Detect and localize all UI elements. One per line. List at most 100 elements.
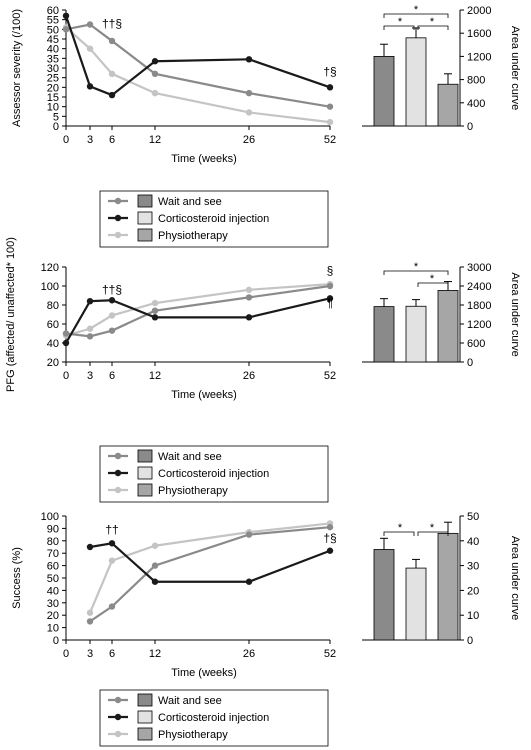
legend-label: Wait and see	[158, 695, 222, 707]
data-point	[62, 330, 70, 337]
y-tick-label: 20	[47, 610, 59, 622]
x-tick-label: 3	[87, 370, 93, 382]
significance-label: *	[398, 522, 403, 534]
series-line	[65, 297, 331, 344]
auc-y-tick-label: 0	[467, 635, 473, 647]
auc-y-tick-label: 400	[467, 98, 485, 110]
x-tick-label: 26	[243, 370, 255, 382]
data-point	[108, 37, 116, 45]
significance-bracket	[383, 531, 415, 536]
x-tick-label: 0	[63, 370, 69, 382]
data-point	[245, 578, 253, 585]
legend-B: Wait and see Corticosteroid injection Phys…	[99, 445, 329, 503]
legend-swatch	[137, 727, 153, 741]
annotation: ††§	[102, 16, 122, 30]
data-point	[151, 58, 159, 65]
significance-label: *	[414, 4, 419, 16]
legend-swatch	[137, 693, 153, 707]
legend-label: Physiotherapy	[158, 485, 228, 497]
legend-swatch	[137, 710, 153, 724]
data-point	[245, 286, 253, 293]
auc-y-tick-label: 600	[467, 338, 485, 350]
legend-marker	[114, 713, 122, 721]
significance-label: *	[414, 261, 419, 273]
legend-label: Corticosteroid injection	[158, 468, 269, 480]
legend-label: Wait and see	[158, 451, 222, 463]
auc-y-tick-label: 0	[467, 357, 473, 369]
legend-marker	[114, 486, 122, 494]
legend-C: Wait and see Corticosteroid injection Phys…	[99, 689, 329, 747]
data-point	[86, 543, 94, 551]
y-tick-label: 60	[47, 561, 59, 573]
auc-y-tick-label: 3000	[467, 262, 491, 274]
annotation: ††§	[102, 283, 122, 297]
data-point	[326, 547, 334, 554]
data-point	[86, 21, 94, 28]
data-point	[151, 314, 159, 321]
annotation: †§	[323, 65, 336, 79]
y-tick-label: 100	[41, 511, 59, 523]
y-tick-label: 70	[47, 548, 59, 560]
y-tick-label: 45	[47, 34, 59, 46]
auc-bar	[373, 549, 395, 641]
auc-y-tick-label: 1600	[467, 28, 491, 40]
auc-bar	[405, 37, 427, 127]
data-point	[62, 12, 70, 19]
auc-bar	[437, 290, 459, 363]
significance-bracket	[383, 13, 449, 18]
data-point	[326, 84, 334, 91]
data-point	[151, 89, 159, 97]
x-axis-label: Time (weeks)	[171, 153, 237, 165]
data-point	[108, 91, 116, 99]
data-point	[108, 557, 116, 564]
legend-marker	[114, 452, 122, 460]
x-axis-label: Time (weeks)	[171, 667, 237, 679]
series-line	[64, 15, 331, 97]
auc-y-tick-label: 20	[467, 585, 479, 597]
y-tick-label: 35	[47, 53, 59, 65]
legend-marker	[114, 197, 122, 205]
data-point	[151, 542, 159, 549]
legend-swatch	[137, 194, 153, 208]
data-point	[62, 26, 70, 33]
auc-bar	[373, 306, 395, 363]
y-tick-label: 30	[47, 598, 59, 610]
legend-swatch	[137, 449, 153, 463]
y-tick-label: 5	[53, 111, 59, 123]
auc-y-tick-label: 10	[467, 610, 479, 622]
data-point	[151, 578, 159, 585]
auc-y-axis-label: Area under curve	[509, 272, 521, 356]
legend-label: Physiotherapy	[158, 230, 228, 242]
legend-marker	[114, 231, 122, 239]
data-point	[86, 45, 94, 52]
legend-marker	[114, 214, 122, 222]
legend-swatch	[137, 211, 153, 225]
y-tick-label: 120	[41, 262, 59, 274]
data-point	[62, 339, 70, 347]
data-point	[86, 298, 94, 305]
x-axis-label: Time (weeks)	[171, 389, 237, 401]
legend-swatch	[137, 466, 153, 480]
y-tick-label: 20	[47, 82, 59, 94]
x-tick-label: 3	[87, 648, 93, 660]
series-line	[65, 26, 331, 124]
legend-marker	[114, 696, 122, 704]
auc-y-tick-label: 1200	[467, 51, 491, 63]
y-tick-label: 90	[47, 523, 59, 535]
series-line	[65, 284, 331, 338]
x-tick-label: 6	[109, 648, 115, 660]
legend-swatch	[137, 483, 153, 497]
data-point	[151, 70, 159, 78]
y-tick-label: 80	[47, 536, 59, 548]
y-tick-label: 80	[47, 300, 59, 312]
y-axis-label: Assessor severity (/100)	[11, 9, 23, 127]
significance-bracket	[383, 270, 449, 275]
auc-y-tick-label: 30	[467, 561, 479, 573]
x-tick-label: 6	[109, 370, 115, 382]
y-tick-label: 60	[47, 319, 59, 331]
y-tick-label: 0	[53, 121, 59, 133]
x-tick-label: 52	[324, 370, 336, 382]
